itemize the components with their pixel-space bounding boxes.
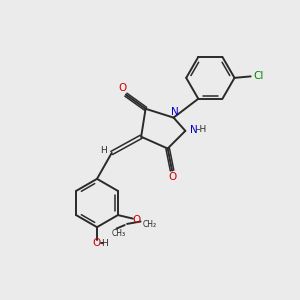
Text: N: N [171,107,178,117]
Text: –H: –H [196,125,207,134]
Text: O: O [169,172,177,182]
Text: H: H [100,146,107,155]
Text: O: O [118,83,126,93]
Text: O: O [92,238,101,248]
Text: H: H [101,239,108,248]
Text: O: O [132,215,141,225]
Text: CH₃: CH₃ [112,230,126,238]
Text: CH₂: CH₂ [142,220,157,229]
Text: Cl: Cl [254,71,264,81]
Text: N: N [190,125,198,135]
